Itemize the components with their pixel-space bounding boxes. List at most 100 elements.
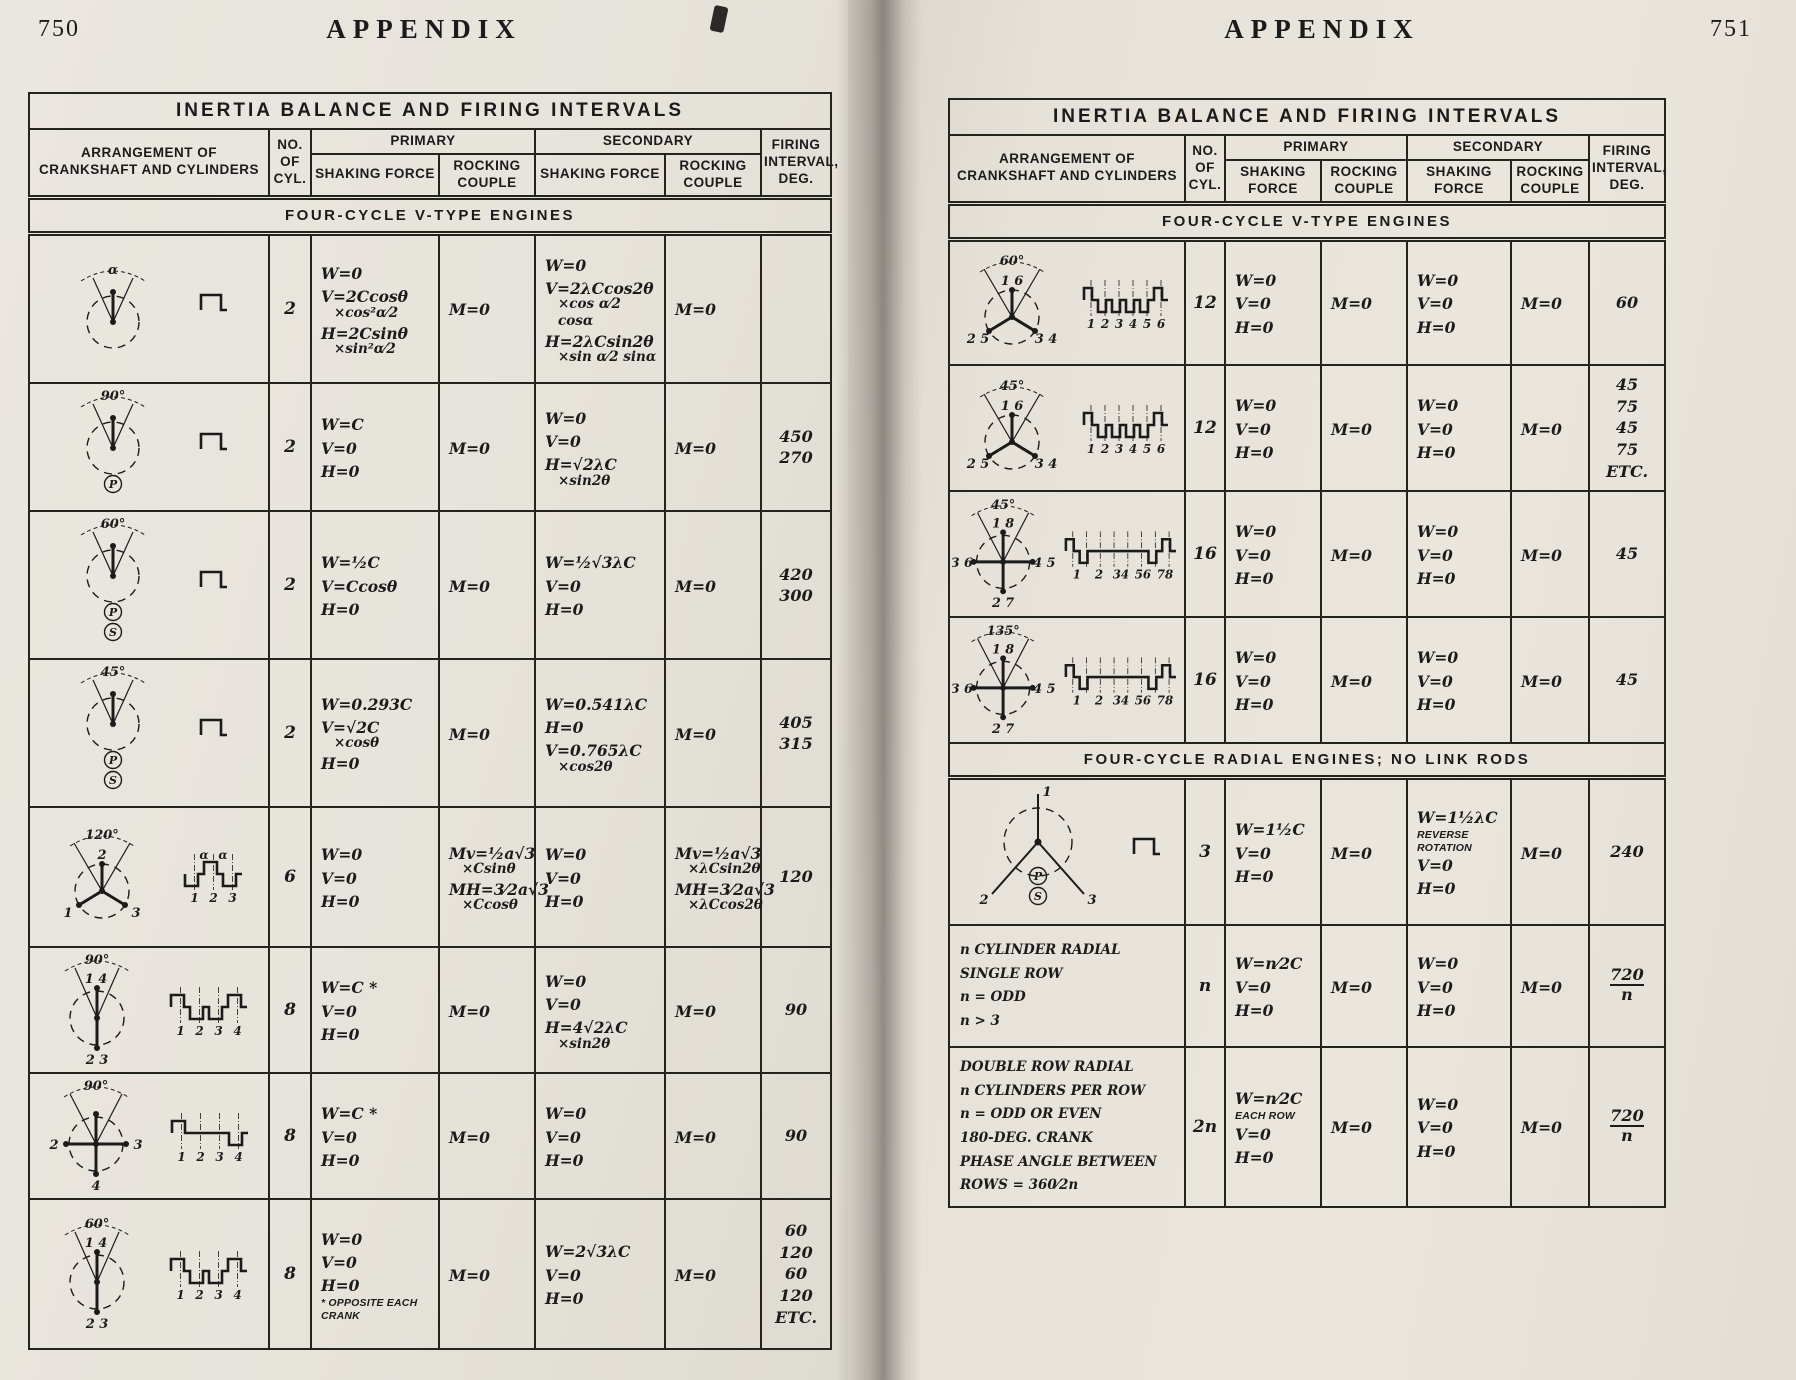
svg-text:3 4: 3 4 [1035, 457, 1058, 472]
formula-line: M=0 [1521, 671, 1562, 691]
col-header-primary: PRIMARY [1224, 134, 1408, 161]
crank-diagram-cross: 45° 1 8 2 7 3 6 4 5 [952, 498, 1056, 611]
formula-line: H=0 [545, 718, 584, 738]
table-row: 135° 1 8 2 7 3 6 4 5 1 2 34 56 78 16 W=0 V=0 H=0 M=0 W=… [948, 616, 1666, 745]
formula-line: V=Ccosθ [321, 576, 398, 596]
cylinder-count-cell: 16 [1184, 616, 1226, 745]
svg-text:120°: 120° [86, 828, 120, 843]
firing-interval-cell: 120 [760, 806, 832, 949]
primary-rocking-couple-cell: M=0 [438, 232, 536, 385]
secondary-rocking-couple-cell: M=0 [664, 1072, 762, 1201]
formula-line: W=0 [1235, 522, 1277, 542]
formula-line: V=0 [545, 576, 581, 596]
formula-line: W=C * [321, 1104, 378, 1124]
secondary-rocking-couple-cell: M=0 [1510, 924, 1590, 1049]
formula-line: W=0 [545, 1104, 587, 1124]
svg-text:1 8: 1 8 [992, 643, 1014, 658]
arrangement-cell: 45° 1 8 2 7 3 6 4 5 1 2 34 56 78 [948, 490, 1186, 619]
svg-text:90°: 90° [85, 953, 110, 968]
page-751: 751 APPENDIX INERTIA BALANCE AND FIRING … [848, 0, 1796, 1380]
arrangement-figure: α [32, 262, 266, 356]
firing-interval-cell: 60 [1588, 238, 1666, 367]
formula-line: V=0 [1417, 1118, 1453, 1138]
header-row-2: SHAKING FORCE ROCKING COUPLE SHAKING FOR… [29, 152, 831, 200]
section-header: FOUR-CYCLE V-TYPE ENGINES [948, 202, 1666, 242]
formula-line: W=½√3λC [545, 553, 636, 573]
cylinder-count-cell: 2 [268, 658, 312, 809]
arrangement-description-line: n CYLINDERS PER ROW [960, 1082, 1146, 1099]
arrangement-description-line: 180-DEG. CRANK [960, 1130, 1093, 1146]
formula-line: W=0 [1417, 1095, 1459, 1115]
formula-line: W=0 [1235, 271, 1277, 290]
formula-line: M=0 [675, 724, 716, 744]
secondary-shaking-force-cell: W=0 V=0 H=0 [1406, 616, 1512, 745]
formula-line: M=0 [1331, 545, 1372, 565]
svg-text:3: 3 [1115, 317, 1123, 330]
svg-text:1: 1 [176, 1024, 184, 1037]
formula-line: M=0 [675, 1265, 716, 1285]
formula-line: H=0 [1235, 1147, 1274, 1167]
formula-line: M=0 [675, 1127, 716, 1147]
formula-line: M=0 [449, 300, 490, 320]
secondary-rocking-couple-cell: M=0 [1510, 776, 1590, 927]
formula-line: W=n⁄2C [1235, 954, 1303, 974]
primary-shaking-force-cell: W=n⁄2C V=0 H=0 [1224, 924, 1322, 1049]
firing-interval-value: 60 [784, 1221, 808, 1241]
firing-order-waveform [200, 432, 228, 450]
formula-line: W=0 [1235, 396, 1277, 416]
arrangement-cell: α [28, 232, 270, 385]
svg-text:1: 1 [190, 891, 198, 904]
crank-diagram-radial: 1 2 3 PS [978, 785, 1096, 908]
svg-text:1: 1 [64, 906, 73, 921]
section-header-row: FOUR-CYCLE V-TYPE ENGINES [948, 202, 1666, 242]
cylinder-count-cell: 8 [268, 1072, 312, 1201]
firing-interval-value: 45 [1615, 375, 1639, 395]
arrangement-figure: 60° P S [32, 516, 266, 654]
col-header-primary-shaking-force: SHAKING FORCE [310, 152, 440, 200]
cylinder-count-cell: 2 [268, 382, 312, 513]
section-header: FOUR-CYCLE RADIAL ENGINES; NO LINK RODS [948, 742, 1666, 781]
formula-line: H=0 [1235, 568, 1274, 588]
table-title-row: INERTIA BALANCE AND FIRING INTERVALS [28, 92, 832, 130]
table-row: 45° P S 2 W=0.293C V=√2C ×cosθ H=0 M=0 W=0.541λC H… [28, 658, 832, 809]
formula-line: H=0 [1235, 1000, 1274, 1020]
secondary-shaking-force-cell: W=0 V=0 H=0 [1406, 490, 1512, 619]
formula-line: W=0 [1417, 396, 1459, 416]
svg-text:1 8: 1 8 [992, 517, 1014, 532]
firing-order-waveform: 1 2 3 α α [183, 850, 242, 904]
svg-text:1: 1 [1087, 442, 1095, 455]
arrangement-figure: 90° 4 2 3 1 2 3 4 [32, 1078, 266, 1194]
formula-line: W=0 [321, 1229, 363, 1249]
arrangement-figure: 45° 1 8 2 7 3 6 4 5 1 2 34 56 78 [952, 496, 1182, 612]
secondary-rocking-couple-cell: M=0 [1510, 616, 1590, 745]
formula-line: M=0 [1521, 419, 1562, 439]
fraction-denominator: n [1610, 1124, 1644, 1145]
svg-text:2: 2 [1094, 694, 1103, 707]
formula-line: V=0 [1235, 294, 1271, 314]
formula-line: V=0 [1235, 419, 1271, 439]
firing-interval-cell: 45 75 45 75 ETC. [1588, 364, 1666, 493]
primary-shaking-force-cell: W=C V=0 H=0 [310, 382, 440, 513]
svg-text:3: 3 [1115, 442, 1123, 455]
formula-line: H=0 [1417, 317, 1456, 337]
firing-interval-cell: 60 120 60 120 ETC. [760, 1198, 832, 1351]
formula-line: ×cosθ [334, 735, 380, 752]
firing-interval-value: 120 [779, 867, 813, 887]
arrangement-description: n CYLINDER RADIAL SINGLE ROW n = ODD n > 3 [952, 935, 1182, 1038]
svg-text:3 6: 3 6 [952, 556, 973, 571]
formula-line: H=0 [1235, 866, 1274, 886]
formula-line: M=0 [1331, 294, 1372, 314]
col-header-secondary-rocking-couple: ROCKING COUPLE [664, 152, 762, 200]
svg-text:4: 4 [233, 1288, 241, 1301]
svg-text:3: 3 [132, 906, 141, 921]
formula-line: V=0 [321, 1127, 357, 1147]
primary-shaking-force-cell: W=n⁄2C EACH ROW V=0 H=0 [1224, 1046, 1322, 1208]
secondary-shaking-force-cell: W=0 V=0 H=√2λC ×sin2θ [534, 382, 666, 513]
svg-text:α: α [199, 850, 208, 862]
svg-text:3: 3 [133, 1138, 142, 1153]
svg-text:P: P [108, 754, 118, 767]
formula-line: MH=3⁄2a√3 [449, 880, 549, 900]
